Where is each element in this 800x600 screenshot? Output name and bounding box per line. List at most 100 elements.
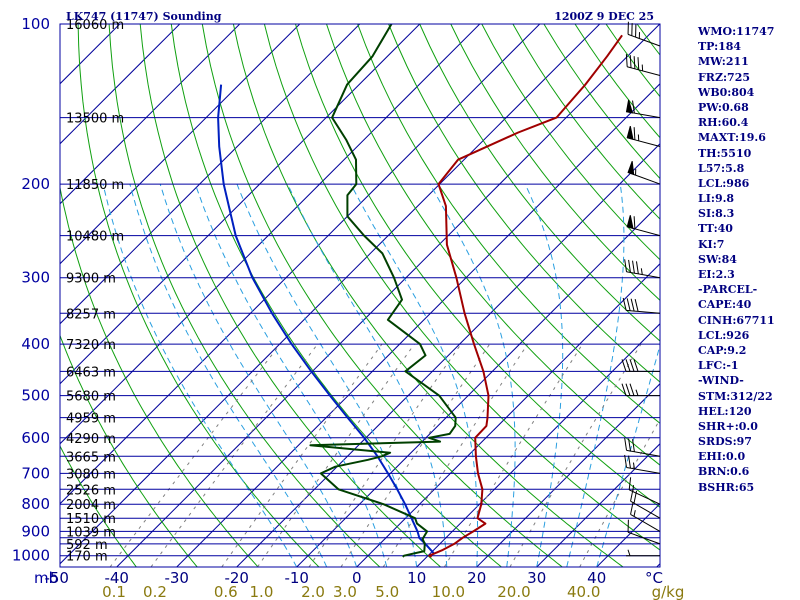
- index-item: WB0:804: [698, 85, 755, 99]
- wind-barb: [627, 161, 661, 185]
- temperature-trace: [428, 34, 623, 558]
- sounding-time: 1200Z 9 DEC 25: [554, 10, 654, 23]
- isotherm-line: [116, 24, 660, 567]
- index-item: SI:8.3: [698, 207, 735, 221]
- moist-adiabat-line: [524, 183, 564, 567]
- height-tick-label: 2526 m: [66, 483, 116, 498]
- pressure-tick-label: 1000: [12, 547, 50, 565]
- index-item: BRN:0.6: [698, 465, 750, 479]
- wind-barb: [621, 383, 660, 397]
- wind-barb: [626, 215, 661, 237]
- height-tick-label: 4959 m: [66, 412, 116, 427]
- temperature-tick-label: 0: [352, 569, 362, 587]
- height-tick-label: 4290 m: [66, 432, 116, 447]
- height-tick-label: 7320 m: [66, 338, 116, 353]
- wind-barb: [622, 297, 661, 314]
- height-tick-label: 3665 m: [66, 450, 116, 465]
- mixing-ratio-tick-label: 1.0: [250, 583, 274, 600]
- wind-barb: [626, 125, 661, 148]
- index-item: PW:0.68: [698, 100, 749, 114]
- wind-barb: [624, 454, 661, 474]
- index-item: MW:211: [698, 55, 749, 69]
- isotherm-line: [60, 24, 361, 325]
- index-item: STM:312/22: [698, 389, 773, 403]
- isotherm-line: [536, 443, 660, 567]
- dewpoint-trace: [309, 24, 457, 558]
- height-tick-label: 13500 m: [66, 112, 124, 127]
- height-tick-label: 1039 m: [66, 525, 116, 540]
- mixing-ratio-tick-label: 10.0: [432, 583, 465, 600]
- temperature-tick-label: -30: [164, 569, 189, 587]
- mixing-ratio-tick-label: 0.1: [102, 583, 126, 600]
- moist-adiabat-line: [159, 183, 358, 567]
- mixing-ratio-line: [150, 343, 318, 567]
- station-title: LK747 (11747) Sounding: [66, 10, 222, 23]
- plot-frame: [59, 23, 661, 568]
- moist-adiabat-line: [102, 183, 298, 567]
- moist-adiabat-line: [129, 183, 328, 567]
- index-item: WMO:11747: [698, 25, 775, 38]
- height-tick-label: 8257 m: [66, 307, 116, 322]
- moist-adiabat-line: [566, 184, 625, 567]
- height-tick-label: 592 m: [66, 538, 108, 553]
- mixing-ratio-line: [257, 343, 415, 567]
- mixing-ratio-line: [221, 343, 383, 567]
- dry-adiabat-line: [263, 24, 660, 551]
- index-item: CAP:9.2: [698, 343, 747, 357]
- dry-adiabat-line: [77, 24, 320, 567]
- temperature-tick-label: -40: [104, 569, 129, 587]
- wind-barb: [630, 501, 661, 532]
- dry-adiabat-line: [60, 185, 259, 567]
- dry-adiabat-line: [170, 24, 502, 567]
- dry-adiabat-line: [326, 24, 660, 466]
- temperature-tick-label: -10: [284, 569, 309, 587]
- wind-barb: [627, 519, 661, 545]
- dry-adiabat-line: [357, 24, 660, 425]
- isotherm-line: [60, 24, 181, 145]
- mixing-ratio-line: [340, 343, 491, 567]
- pressure-tick-label: 800: [21, 495, 50, 513]
- index-item: KI:7: [698, 237, 725, 251]
- isotherm-line: [60, 24, 601, 565]
- mixing-ratio-line: [579, 418, 660, 567]
- temperature-tick-label: 40: [587, 569, 606, 587]
- temperature-tick-label: -50: [44, 569, 69, 587]
- temperature-tick-label: 10: [407, 569, 426, 587]
- dry-adiabat-line: [295, 24, 660, 508]
- height-tick-label: 5680 m: [66, 390, 116, 405]
- index-item: RH:60.4: [698, 116, 749, 130]
- mixing-ratio-tick-label: 20.0: [497, 583, 530, 600]
- wind-barb: [621, 359, 660, 372]
- index-item: -PARCEL-: [698, 283, 758, 297]
- wind-barb: [628, 477, 661, 505]
- index-item: EI:2.3: [698, 268, 735, 281]
- isotherm-line: [60, 24, 241, 205]
- height-tick-label: 16060 m: [66, 18, 124, 33]
- index-item: SW:84: [698, 252, 737, 266]
- wind-barb: [627, 21, 661, 47]
- isotherm-line: [60, 24, 61, 25]
- height-tick-label: 6463 m: [66, 365, 116, 380]
- pressure-tick-label: 400: [21, 335, 50, 353]
- height-tick-label: 170 m: [66, 550, 108, 565]
- index-item: SRDS:97: [698, 435, 752, 449]
- index-item: CINH:67711: [698, 313, 775, 327]
- index-panel: WMO:11747 TP:184 MW:211 FRZ:725 WB0:804 PW:0.…: [698, 24, 798, 495]
- parcel-trace: [217, 84, 435, 555]
- height-tick-label: 9300 m: [66, 272, 116, 287]
- moist-adiabat-line: [596, 343, 660, 567]
- temperature-tick-label: 30: [527, 569, 546, 587]
- background-grid: [60, 24, 660, 567]
- index-item: LCL:926: [698, 328, 750, 342]
- index-item: HEL:120: [698, 404, 752, 418]
- height-tick-label: 10480 m: [66, 230, 124, 245]
- index-item: BSHR:65: [698, 480, 755, 494]
- wind-barb: [626, 549, 660, 557]
- isotherm-line: [476, 383, 660, 567]
- index-item: FRZ:725: [698, 70, 751, 84]
- plot-area: [60, 24, 660, 567]
- index-item: SHR+:0.0: [698, 419, 758, 433]
- index-item: CAPE:40: [698, 298, 752, 312]
- pressure-tick-label: 700: [21, 464, 50, 482]
- mixing-ratio-tick-label: 5.0: [375, 583, 399, 600]
